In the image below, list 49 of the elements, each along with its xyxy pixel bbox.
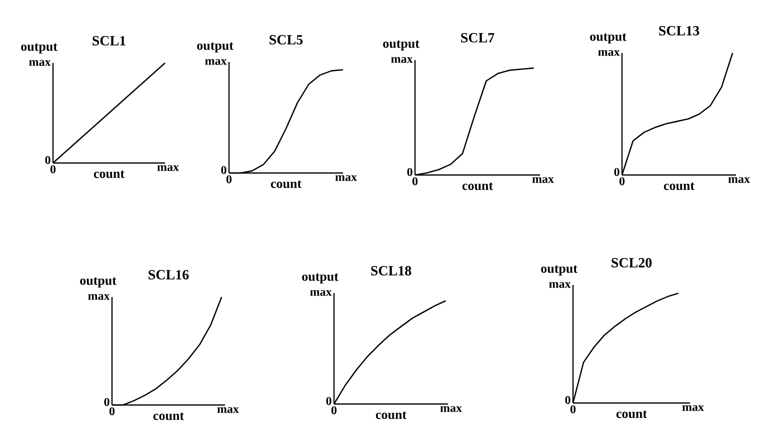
text: 0	[619, 177, 625, 186]
chart-title: SCL13	[659, 26, 700, 36]
x-axis-title: count	[616, 410, 647, 418]
x-axis-title: count	[664, 182, 694, 190]
text: max	[532, 177, 554, 183]
x-axis-title: count	[153, 412, 184, 420]
text: max	[29, 60, 51, 66]
text: 0	[407, 168, 412, 176]
text: max	[335, 175, 357, 181]
text: 0	[614, 168, 620, 176]
text: max	[205, 59, 227, 65]
text: max	[598, 50, 620, 56]
text: 0	[221, 166, 226, 174]
chart-title: SCL1	[92, 36, 126, 46]
text: max	[440, 406, 462, 412]
y-axis-title: output	[302, 273, 338, 284]
x-axis-title: count	[270, 180, 302, 188]
text: 0	[226, 175, 232, 184]
y-axis-title: output	[541, 265, 578, 276]
text: max	[217, 407, 239, 413]
text: max	[310, 290, 332, 296]
chart-title: SCL16	[148, 270, 189, 280]
text: 0	[50, 165, 56, 174]
chart-title: SCL7	[461, 33, 494, 42]
text: max	[391, 57, 413, 63]
text: max	[157, 165, 179, 171]
chart-title: SCL20	[612, 258, 652, 268]
text: 0	[109, 407, 115, 416]
y-axis-title: output	[383, 40, 420, 50]
y-axis-title: output	[197, 42, 234, 52]
chart-title: SCL5	[270, 35, 303, 44]
x-axis-title: count	[376, 412, 406, 420]
text: max	[549, 282, 571, 288]
text: 0	[104, 398, 110, 406]
y-axis-title: output	[21, 43, 58, 54]
y-axis-title: output	[590, 33, 626, 44]
text: 0	[45, 156, 50, 164]
chart-title: SCL18	[371, 266, 412, 276]
text: 0	[331, 406, 337, 414]
x-axis-title: count	[462, 182, 493, 190]
x-axis-title: count	[94, 170, 124, 178]
y-axis-title: output	[80, 277, 116, 288]
text: 0	[570, 405, 576, 414]
text: 0	[565, 396, 570, 404]
text: max	[728, 177, 750, 183]
text: max	[682, 405, 704, 411]
text: max	[88, 294, 110, 300]
text: 0	[412, 177, 418, 186]
text: 0	[326, 396, 332, 406]
